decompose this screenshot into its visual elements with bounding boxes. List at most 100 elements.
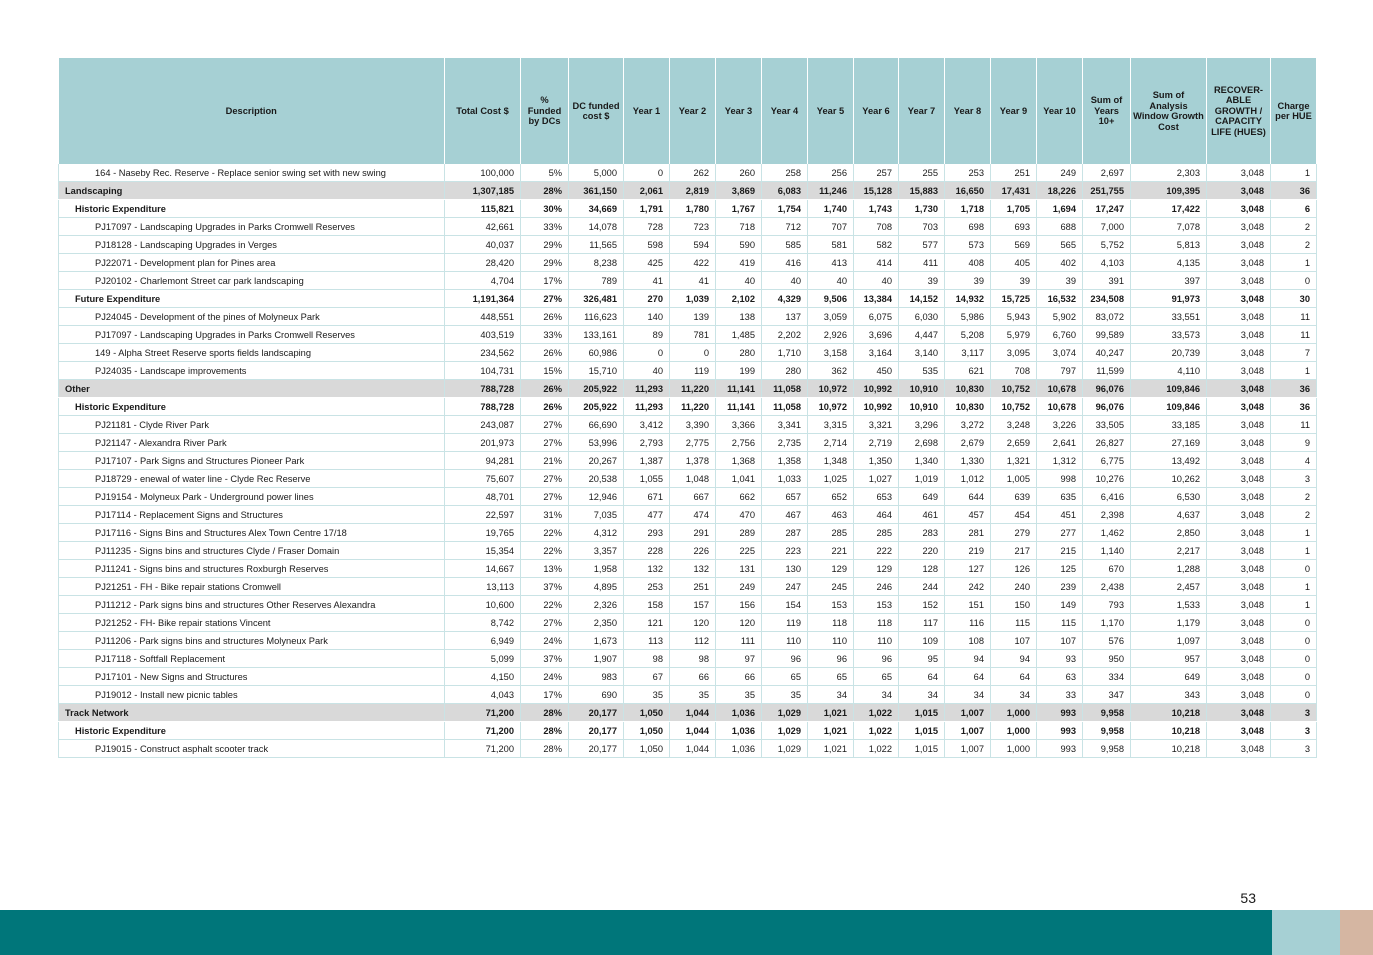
column-header: Description: [58, 58, 445, 164]
table-cell: 251: [990, 164, 1037, 182]
table-cell: 3,164: [853, 343, 899, 362]
table-cell: 115: [990, 613, 1037, 632]
table-cell: 1,000: [990, 721, 1037, 740]
table-cell: 16,650: [944, 181, 991, 200]
table-cell: 10,218: [1130, 703, 1207, 722]
table-cell: 287: [761, 523, 808, 542]
table-cell: 5,099: [444, 649, 521, 668]
table-cell: 41: [669, 271, 716, 290]
table-cell: 10,972: [807, 379, 854, 398]
table-cell: 9,958: [1082, 721, 1131, 740]
row-description: PJ19012 - Install new picnic tables: [58, 685, 445, 704]
table-cell: 260: [715, 164, 762, 182]
table-cell: 20,538: [568, 469, 624, 488]
table-cell: 957: [1130, 649, 1207, 668]
table-cell: 201,973: [444, 433, 521, 452]
table-cell: 4,110: [1130, 361, 1207, 380]
table-cell: 457: [944, 505, 991, 524]
table-cell: 234,562: [444, 343, 521, 362]
table-cell: 1,358: [761, 451, 808, 470]
table-cell: 1,012: [944, 469, 991, 488]
table-cell: 151: [944, 595, 991, 614]
table-cell: 1,191,364: [444, 289, 521, 308]
table-cell: 293: [623, 523, 670, 542]
table-cell: 3,048: [1206, 199, 1271, 218]
table-cell: 693: [990, 217, 1037, 236]
table-cell: 1,050: [623, 721, 670, 740]
table-cell: 461: [898, 505, 945, 524]
table-cell: 96,076: [1082, 379, 1131, 398]
table-row: PJ21251 - FH - Bike repair stations Crom…: [58, 577, 1317, 596]
table-row: PJ22071 - Development plan for Pines are…: [58, 253, 1317, 272]
table-cell: 405: [990, 253, 1037, 272]
table-cell: 3,140: [898, 343, 945, 362]
table-cell: 22,597: [444, 505, 521, 524]
table-cell: 26%: [520, 307, 569, 326]
table-cell: 15,128: [853, 181, 899, 200]
table-cell: 0: [1270, 631, 1317, 650]
table-cell: 35: [623, 685, 670, 704]
table-cell: 42,661: [444, 217, 521, 236]
table-cell: 1,780: [669, 199, 716, 218]
table-cell: 1,730: [898, 199, 945, 218]
table-cell: 1,718: [944, 199, 991, 218]
column-header: Year 2: [669, 58, 716, 164]
table-cell: 1,288: [1130, 559, 1207, 578]
table-cell: 11,293: [623, 379, 670, 398]
table-cell: 28%: [520, 739, 569, 758]
table-row: PJ19015 - Construct asphalt scooter trac…: [58, 739, 1317, 758]
table-cell: 2,641: [1036, 433, 1083, 452]
table-cell: 110: [761, 631, 808, 650]
table-row: PJ17097 - Landscaping Upgrades in Parks …: [58, 217, 1317, 236]
page-number: 53: [1240, 890, 1256, 906]
table-cell: 1,387: [623, 451, 670, 470]
table-cell: 1,767: [715, 199, 762, 218]
table-cell: 1: [1270, 523, 1317, 542]
table-cell: 132: [623, 559, 670, 578]
table-cell: 3,390: [669, 415, 716, 434]
column-header: Year 7: [898, 58, 945, 164]
table-row: 164 - Naseby Rec. Reserve - Replace seni…: [58, 164, 1317, 182]
table-cell: 100,000: [444, 164, 521, 182]
table-cell: 413: [807, 253, 854, 272]
table-cell: 1,021: [807, 703, 854, 722]
table-cell: 20,177: [568, 739, 624, 758]
table-cell: 9: [1270, 433, 1317, 452]
table-cell: 4,329: [761, 289, 808, 308]
table-cell: 662: [715, 487, 762, 506]
table-cell: 281: [944, 523, 991, 542]
column-header: DC funded cost $: [568, 58, 624, 164]
table-cell: 14,667: [444, 559, 521, 578]
table-cell: 3,869: [715, 181, 762, 200]
table-header: Description Total Cost $% Funded by DCs DC…: [58, 58, 1317, 164]
table-cell: 2,217: [1130, 541, 1207, 560]
table-cell: 27%: [520, 613, 569, 632]
table-cell: 257: [853, 164, 899, 182]
table-cell: 993: [1036, 721, 1083, 740]
table-cell: 14,932: [944, 289, 991, 308]
table-cell: 98: [623, 649, 670, 668]
table-cell: 96: [807, 649, 854, 668]
table-cell: 10,276: [1082, 469, 1131, 488]
table-cell: 13,492: [1130, 451, 1207, 470]
table-cell: 130: [761, 559, 808, 578]
table-cell: 75,607: [444, 469, 521, 488]
table-cell: 132: [669, 559, 716, 578]
table-cell: 26,827: [1082, 433, 1131, 452]
table-cell: 34: [807, 685, 854, 704]
row-description: PJ24045 - Development of the pines of Mo…: [58, 307, 445, 326]
column-header: Year 8: [944, 58, 991, 164]
table-cell: 17,422: [1130, 199, 1207, 218]
table-cell: 33,185: [1130, 415, 1207, 434]
table-cell: 7,000: [1082, 217, 1131, 236]
row-description: 164 - Naseby Rec. Reserve - Replace seni…: [58, 164, 445, 182]
table-row: PJ24045 - Development of the pines of Mo…: [58, 307, 1317, 326]
table-cell: 10,678: [1036, 397, 1083, 416]
table-row: PJ17097 - Landscaping Upgrades in Parks …: [58, 325, 1317, 344]
table-cell: 240: [990, 577, 1037, 596]
table-cell: 3,048: [1206, 253, 1271, 272]
column-header: Charge per HUE: [1270, 58, 1317, 164]
table-cell: 3: [1270, 739, 1317, 758]
table-cell: 585: [761, 235, 808, 254]
table-cell: 594: [669, 235, 716, 254]
